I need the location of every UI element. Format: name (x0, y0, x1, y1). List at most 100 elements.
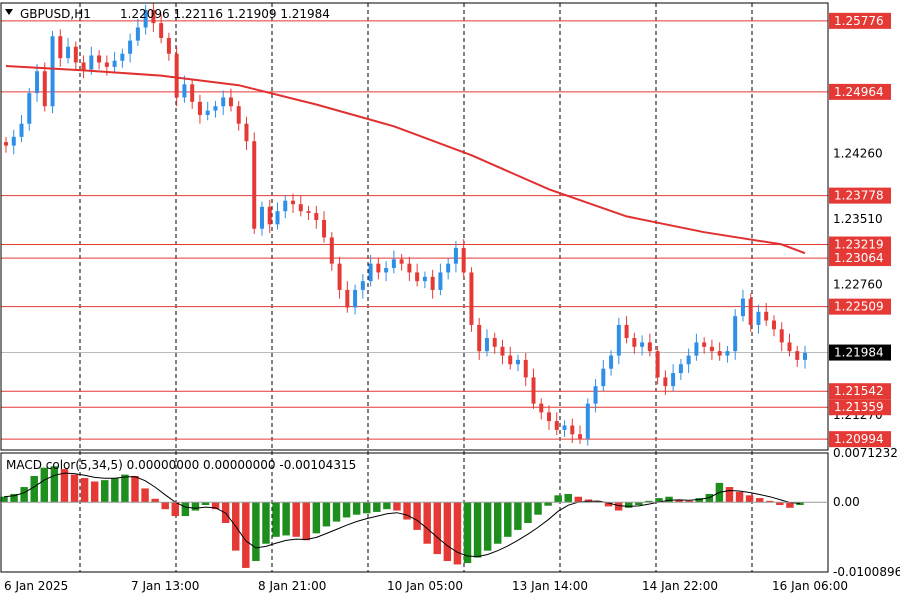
level-tag-text-8: 1.20994 (834, 432, 884, 446)
candle-body-19 (151, 9, 156, 24)
level-tag-text-3: 1.23219 (834, 238, 884, 252)
macd-bar-4 (40, 467, 49, 503)
macd-bar-6 (60, 469, 69, 503)
macd-bar-8 (80, 478, 89, 503)
candle-body-5 (42, 71, 47, 107)
candle-body-39 (306, 211, 311, 213)
macd-bar-66 (665, 496, 673, 503)
level-tag-0 (829, 12, 891, 29)
candle-body-30 (236, 106, 241, 124)
candle-body-61 (477, 324, 482, 352)
macd-bar-20 (201, 502, 210, 506)
macd-bar-24 (242, 502, 250, 568)
candle-body-60 (469, 272, 474, 325)
candle-body-94 (733, 316, 738, 352)
macd-bar-36 (363, 502, 371, 514)
candle-body-44 (345, 289, 350, 308)
candle-body-65 (508, 355, 513, 365)
macd-bar-41 (413, 502, 421, 530)
candle-body-21 (166, 37, 171, 54)
candle-body-3 (27, 93, 32, 124)
macd-bar-68 (685, 500, 693, 503)
macd-bar-51 (514, 502, 522, 530)
time-label-6: 16 Jan 06:00 (772, 579, 848, 593)
candle-body-4 (35, 71, 40, 94)
time-label-2: 8 Jan 21:00 (258, 579, 326, 593)
macd-bar-45 (453, 502, 462, 565)
candle-body-32 (252, 141, 257, 229)
macd-bar-33 (332, 502, 341, 522)
candle-body-55 (430, 276, 435, 290)
time-label-1: 7 Jan 13:00 (131, 579, 199, 593)
candle-body-71 (554, 421, 559, 430)
candle-body-48 (376, 263, 381, 273)
macd-bar-0 (0, 496, 8, 503)
candle-body-62 (484, 338, 489, 352)
level-tag-7 (829, 399, 891, 416)
candle-body-2 (19, 123, 24, 137)
candle-body-56 (438, 272, 443, 290)
macd-bar-14 (141, 488, 149, 503)
macd-bar-61 (614, 502, 623, 511)
candle-body-73 (570, 425, 575, 435)
time-label-4: 13 Jan 14:00 (512, 579, 588, 593)
level-tag-2 (829, 187, 891, 204)
level-tag-text-0: 1.25776 (834, 14, 884, 28)
candle-body-26 (205, 110, 210, 115)
candle-body-64 (500, 346, 505, 356)
macd-bar-63 (635, 502, 643, 506)
candle-body-52 (407, 263, 412, 273)
candle-body-95 (740, 298, 745, 317)
candle-body-28 (221, 97, 226, 107)
macd-bar-16 (161, 502, 169, 510)
candle-body-70 (547, 412, 552, 422)
level-tag-5 (829, 298, 891, 315)
macd-bar-38 (383, 502, 391, 510)
candle-body-97 (756, 311, 761, 325)
macd-bar-7 (70, 474, 79, 503)
axes (0, 2, 829, 573)
level-tag-6 (829, 383, 891, 400)
price-candles (4, 3, 807, 446)
macd-bar-27 (272, 502, 280, 537)
macd-bar-21 (211, 502, 220, 510)
macd-bar-42 (423, 502, 431, 544)
current-price-text: 1.21984 (834, 346, 884, 360)
macd-bar-25 (252, 502, 260, 562)
dropdown-triangle-icon[interactable] (5, 9, 13, 15)
macd-bar-28 (282, 502, 290, 536)
macd-tick-2: -0.0100896 (833, 565, 900, 579)
candle-body-68 (531, 377, 536, 404)
candle-body-72 (562, 425, 567, 430)
macd-pane-frame (0, 452, 829, 573)
candle-body-91 (709, 346, 714, 352)
symbol-label: GBPUSD,H1 (20, 7, 91, 21)
candle-body-85 (663, 377, 668, 387)
macd-bar-30 (302, 502, 311, 541)
candle-body-6 (50, 36, 55, 107)
candle-body-22 (174, 53, 179, 98)
candle-body-89 (694, 342, 699, 356)
candle-body-42 (329, 237, 334, 264)
candle-body-0 (4, 142, 8, 146)
candle-body-63 (492, 338, 497, 347)
candle-body-8 (66, 46, 71, 59)
candle-body-77 (601, 368, 606, 387)
ohlc-readout: 1.22096 1.22116 1.21909 1.21984 (120, 7, 330, 21)
macd-bar-11 (111, 478, 119, 503)
macd-bar-74 (745, 495, 754, 503)
macd-bar-57 (574, 496, 583, 503)
macd-bar-29 (292, 502, 300, 537)
candle-body-67 (523, 359, 528, 378)
candle-body-84 (655, 351, 660, 378)
candle-body-47 (368, 263, 373, 282)
candle-body-43 (337, 263, 342, 290)
macd-bar-1 (10, 493, 18, 503)
candle-body-46 (360, 281, 365, 290)
macd-tick-1: 0.00 (833, 495, 860, 509)
macd-bar-19 (191, 502, 200, 511)
macd-bar-18 (181, 502, 190, 517)
macd-bar-43 (433, 502, 441, 555)
level-tag-text-7: 1.21359 (834, 400, 884, 414)
